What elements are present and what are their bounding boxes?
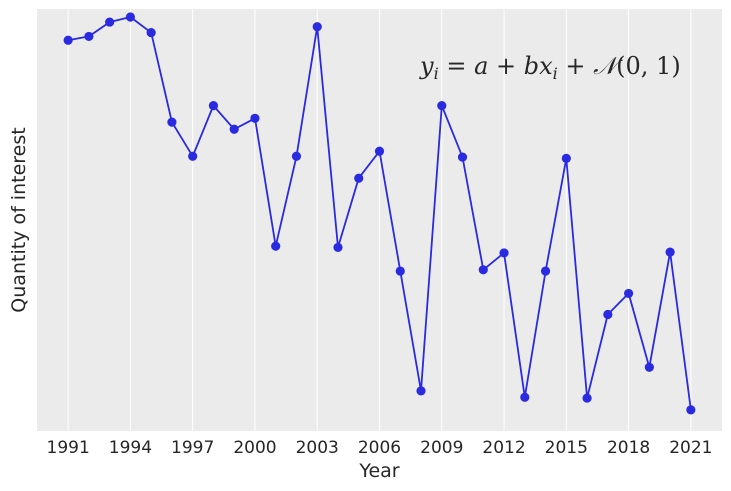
data-point: [146, 28, 156, 38]
data-point: [271, 241, 281, 251]
data-point: [208, 101, 219, 111]
data-point: [354, 173, 364, 183]
data-point: [457, 152, 468, 162]
x-tick-label: 2009: [420, 438, 463, 458]
x-tick-label: 2021: [669, 438, 712, 458]
data-point: [63, 35, 73, 45]
data-point: [312, 22, 322, 32]
x-tick-label: 2018: [607, 438, 650, 458]
x-tick-label: 2003: [296, 438, 339, 458]
data-point: [520, 392, 530, 402]
data-point: [644, 362, 654, 372]
annotation-equation: yi = a + bxi + 𝒩(0, 1): [419, 52, 681, 83]
data-point: [167, 117, 177, 127]
data-point: [188, 151, 198, 161]
data-point: [333, 242, 343, 253]
data-point: [416, 386, 426, 396]
data-point: [582, 393, 592, 403]
data-point: [478, 265, 488, 275]
data-point: [250, 113, 260, 123]
data-point: [229, 124, 239, 134]
x-tick-label: 1991: [47, 438, 90, 458]
x-tick-label: 1997: [171, 438, 214, 458]
data-point: [561, 153, 571, 163]
data-point: [499, 248, 509, 258]
x-tick-labels: 1991 1994 1997 2000 2003 2006 2009 2012 2015 2018…: [47, 438, 713, 458]
data-point: [437, 101, 447, 111]
data-point: [105, 17, 115, 27]
data-point: [665, 247, 675, 257]
data-point: [374, 146, 385, 156]
x-axis-label: Year: [358, 460, 399, 482]
data-point: [125, 12, 136, 22]
data-point: [291, 151, 302, 161]
series-layer: [63, 12, 696, 415]
x-tick-label: 2012: [482, 438, 525, 458]
x-tick-label: 1994: [109, 438, 152, 458]
data-point: [603, 309, 613, 320]
data-point: [84, 31, 94, 42]
data-point: [686, 405, 696, 415]
x-tick-label: 2000: [233, 438, 276, 458]
gridlines: [67, 9, 692, 431]
x-tick-label: 2006: [358, 438, 401, 458]
data-point: [395, 266, 405, 276]
y-axis-label: Quantity of interest: [8, 127, 30, 312]
x-tick-label: 2015: [545, 438, 588, 458]
data-point: [540, 266, 551, 276]
data-point: [623, 288, 634, 299]
